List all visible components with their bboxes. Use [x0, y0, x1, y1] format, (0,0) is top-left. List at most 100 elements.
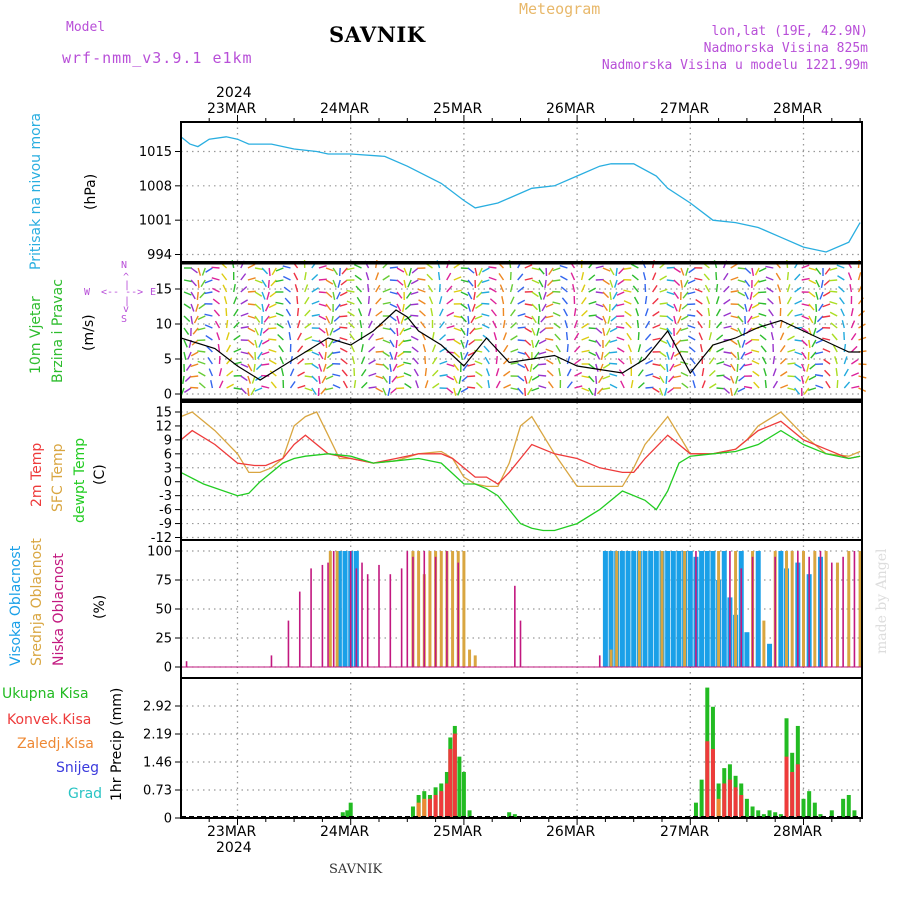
wind-barb: [240, 286, 248, 293]
wind-barb: [346, 300, 355, 305]
wind-barb: [822, 291, 831, 297]
wind-barb: [801, 264, 810, 269]
precip-bar: [790, 771, 795, 818]
wind-barb: [329, 327, 334, 336]
wind-barb: [470, 315, 476, 324]
wind-barb: [396, 267, 405, 273]
wind-barb: [746, 315, 753, 324]
wind-barb: [332, 291, 336, 300]
wind-barb: [204, 291, 213, 295]
wind-barb: [339, 303, 348, 307]
wind-barb: [261, 279, 267, 288]
wind-barb: [332, 373, 341, 377]
wind-barb: [737, 291, 746, 297]
wind-barb: [254, 267, 264, 271]
wind-barb: [849, 283, 853, 293]
wind-barb: [531, 315, 537, 324]
wind-barb: [673, 279, 681, 287]
wind-barb: [431, 356, 438, 365]
cloud-bar: [774, 556, 776, 667]
wind-barb: [689, 357, 696, 365]
wind-barb: [681, 382, 689, 389]
wind-barb: [354, 274, 362, 281]
wind-barb: [663, 387, 668, 396]
wind-barb: [517, 363, 526, 369]
wind-barb: [652, 324, 661, 329]
wind-barb: [843, 356, 848, 365]
wind-barb: [753, 279, 760, 287]
wind-barb: [814, 374, 824, 377]
wind-barb: [332, 267, 339, 276]
cloud-bar: [451, 551, 455, 667]
wind-barb: [801, 327, 809, 334]
wind-barb: [609, 267, 615, 276]
wind-barb: [794, 387, 801, 395]
wind-barb: [740, 351, 746, 360]
wind-barb: [212, 298, 220, 305]
precip-bar: [846, 794, 851, 818]
wind-barb: [460, 327, 466, 336]
cloud-bar: [740, 568, 743, 667]
wind-barb: [357, 308, 363, 317]
wind-barb: [338, 267, 341, 277]
meteogram-label: Meteogram: [519, 0, 601, 18]
precip-bar: [710, 748, 715, 818]
wind-barb: [815, 303, 818, 313]
wind-barb: [318, 327, 326, 334]
wind-barb: [460, 315, 467, 323]
wind-barb: [531, 279, 540, 284]
wind-barb: [424, 380, 429, 389]
lonlat-label: lon,lat (19E, 42.9N): [711, 24, 868, 39]
wind-barb: [503, 370, 511, 377]
wind-barb: [574, 385, 583, 389]
cloud-bar: [342, 551, 348, 667]
cloud-bar: [687, 551, 693, 667]
wind-barb: [481, 279, 490, 284]
wind-barb: [801, 277, 810, 281]
wind-barb: [197, 279, 200, 289]
wind-barb: [595, 327, 603, 334]
wind-barb: [396, 315, 400, 324]
top-date-label-5: 28MAR: [773, 101, 823, 117]
wind-barb: [254, 279, 263, 284]
wind-barb: [438, 283, 441, 293]
wind-barb: [296, 307, 300, 317]
wind-barb: [596, 387, 604, 395]
wind-barb: [839, 297, 845, 305]
wind-barb: [680, 327, 689, 332]
top-date-label-3: 26MAR: [546, 101, 596, 117]
precip-bar: [467, 810, 472, 818]
wind-barb: [730, 290, 739, 293]
wind-barb: [644, 333, 652, 341]
wind-barb: [360, 368, 367, 377]
wind-barb: [233, 321, 240, 329]
wind-barb: [687, 324, 696, 329]
cloud-bar: [332, 551, 335, 667]
wind-barb: [574, 371, 582, 377]
top-date-label-2: 25MAR: [433, 101, 483, 117]
wind-barb: [780, 384, 789, 389]
wind-barb: [207, 356, 213, 365]
cloud-bar: [819, 551, 822, 667]
precip-bar: [345, 810, 350, 818]
wind-barb: [320, 387, 327, 395]
y-tick-label: 25: [155, 632, 172, 647]
wind-barb: [325, 339, 328, 349]
wind-barb: [801, 339, 808, 347]
wind-barb: [453, 351, 461, 358]
wind-barb: [474, 315, 483, 320]
wind-barb: [481, 313, 490, 317]
wind-barb: [823, 279, 831, 286]
wind-barb: [659, 375, 665, 384]
cloud-bar: [785, 551, 789, 667]
wind-barb: [602, 315, 607, 324]
wind-barb: [205, 267, 213, 273]
wind-barb: [744, 279, 751, 287]
wind-barb: [474, 267, 478, 276]
wind-barb: [666, 339, 672, 348]
wind-barb: [631, 263, 639, 269]
wind-barb: [247, 303, 256, 306]
wind-barb: [475, 371, 483, 377]
y-tick-label: 994: [147, 248, 172, 263]
wind-barb: [581, 387, 590, 392]
